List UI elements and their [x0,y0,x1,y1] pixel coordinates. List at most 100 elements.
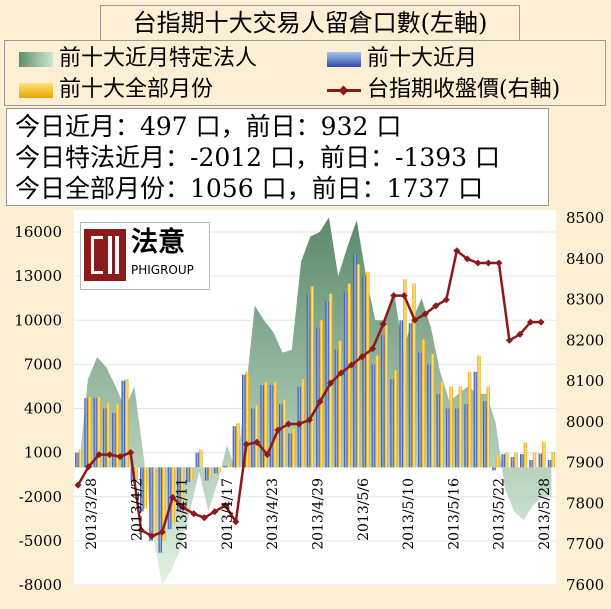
legend-item-institutional: 前十大近月特定法人 [19,46,257,72]
y-right-tick-label: 7600 [566,576,604,594]
bar-all-months [125,379,129,468]
bar-all-months [532,452,537,468]
bar-near-month [538,453,543,468]
bar-all-months [514,452,518,468]
series-bars-near-month [75,254,552,553]
bar-near-month [121,380,125,468]
bar-all-months [523,442,528,468]
bar-near-month [288,433,292,468]
bar-near-month [75,452,79,468]
price-point [400,292,408,300]
x-date-label: 2013/4/11 [175,478,191,550]
bar-all-months [310,286,314,468]
bar-near-month [306,293,311,468]
bar-all-months [291,429,296,468]
bar-all-months [347,283,351,468]
bar-all-months [375,355,379,468]
price-point [74,481,82,489]
bar-near-month [362,276,366,468]
bar-all-months [458,386,463,468]
bar-near-month [427,364,431,468]
price-point [484,259,492,267]
summary-near-month: 今日近月：497 口，前日：932 口 [15,112,402,141]
bar-all-months [254,405,259,468]
bar-all-months [208,467,212,478]
bar-all-months [115,404,120,468]
bar-all-months [356,264,361,468]
price-point [148,532,156,540]
y-left-tick-label: 13000 [14,267,62,285]
bar-near-month [445,408,450,468]
price-point [421,310,429,318]
x-date-label: 2013/4/17 [220,478,236,550]
price-point [106,451,114,459]
summary-panel: 今日近月：497 口，前日：932 口 今日特法近月：-2012 口，前日：-1… [6,108,549,206]
bar-near-month [501,454,505,468]
phigroup-logo: 法意 PHIGROUP [80,222,210,290]
bar-near-month [316,327,320,468]
price-point [348,361,356,369]
bar-all-months [189,467,194,480]
bar-near-month [343,292,348,468]
y-right-tick-label: 8500 [566,209,604,227]
y-right-tick-label: 8400 [566,250,604,268]
y-left-tick-label: 10000 [14,311,62,329]
x-date-label: 2013/5/28 [537,478,553,550]
bar-all-months [486,386,490,468]
bar-near-month [167,467,172,530]
bar-near-month [84,398,88,468]
price-point [158,528,166,536]
bar-all-months [273,382,277,468]
bar-near-month [149,467,153,541]
bar-all-months [477,355,481,468]
legend-item-all-months: 前十大全部月份 [19,77,213,103]
logo-chinese-text: 法意 [131,227,185,258]
y-left-tick-label: 16000 [14,223,62,241]
price-point [526,318,535,326]
bar-all-months [78,449,83,468]
x-date-label: 2013/4/23 [265,478,281,550]
price-point [232,518,240,526]
chart-title: 台指期十大交易人留倉口數(左軸) [100,5,520,41]
bar-near-month [177,467,181,512]
bar-all-months [199,449,203,468]
bar-all-months [421,339,426,468]
price-point [453,247,461,255]
y-right-tick-label: 8100 [566,372,604,390]
price-point [127,448,135,457]
bar-all-months [551,451,555,468]
legend-item-near-month: 前十大近月 [327,46,477,72]
bar-near-month [214,467,218,474]
price-point [253,438,261,446]
bar-all-months [449,386,453,468]
y-left-tick-label: -8000 [19,576,62,594]
bar-near-month [102,408,107,468]
y-right-tick-label: 7900 [566,454,604,472]
bar-near-month [204,467,209,481]
price-point [379,320,387,328]
legend-item-close-price: 台指期收盤價(右軸) [327,77,560,103]
price-point [463,255,471,263]
price-point [284,420,293,428]
bar-all-months [143,467,147,509]
bar-near-month [112,412,116,468]
bar-all-months [467,371,472,468]
bar-near-month [223,465,227,468]
bar-near-month [390,379,394,468]
logo-english-text: PHIGROUP [131,263,194,277]
y-axis-right: 8500 8400 8300 8200 8100 8000 7900 7800 7700 7600 [566,209,604,594]
y-right-tick-label: 8000 [566,413,604,431]
bar-near-month [510,457,515,468]
price-point [242,440,250,448]
bar-near-month [436,393,441,468]
bar-all-months [226,462,231,468]
price-point [263,451,271,459]
price-point [432,302,440,310]
legend-label: 前十大近月特定法人 [59,46,258,71]
bar-near-month [483,401,487,468]
bar-all-months [162,467,166,541]
price-point [137,526,145,534]
price-point [326,379,335,387]
